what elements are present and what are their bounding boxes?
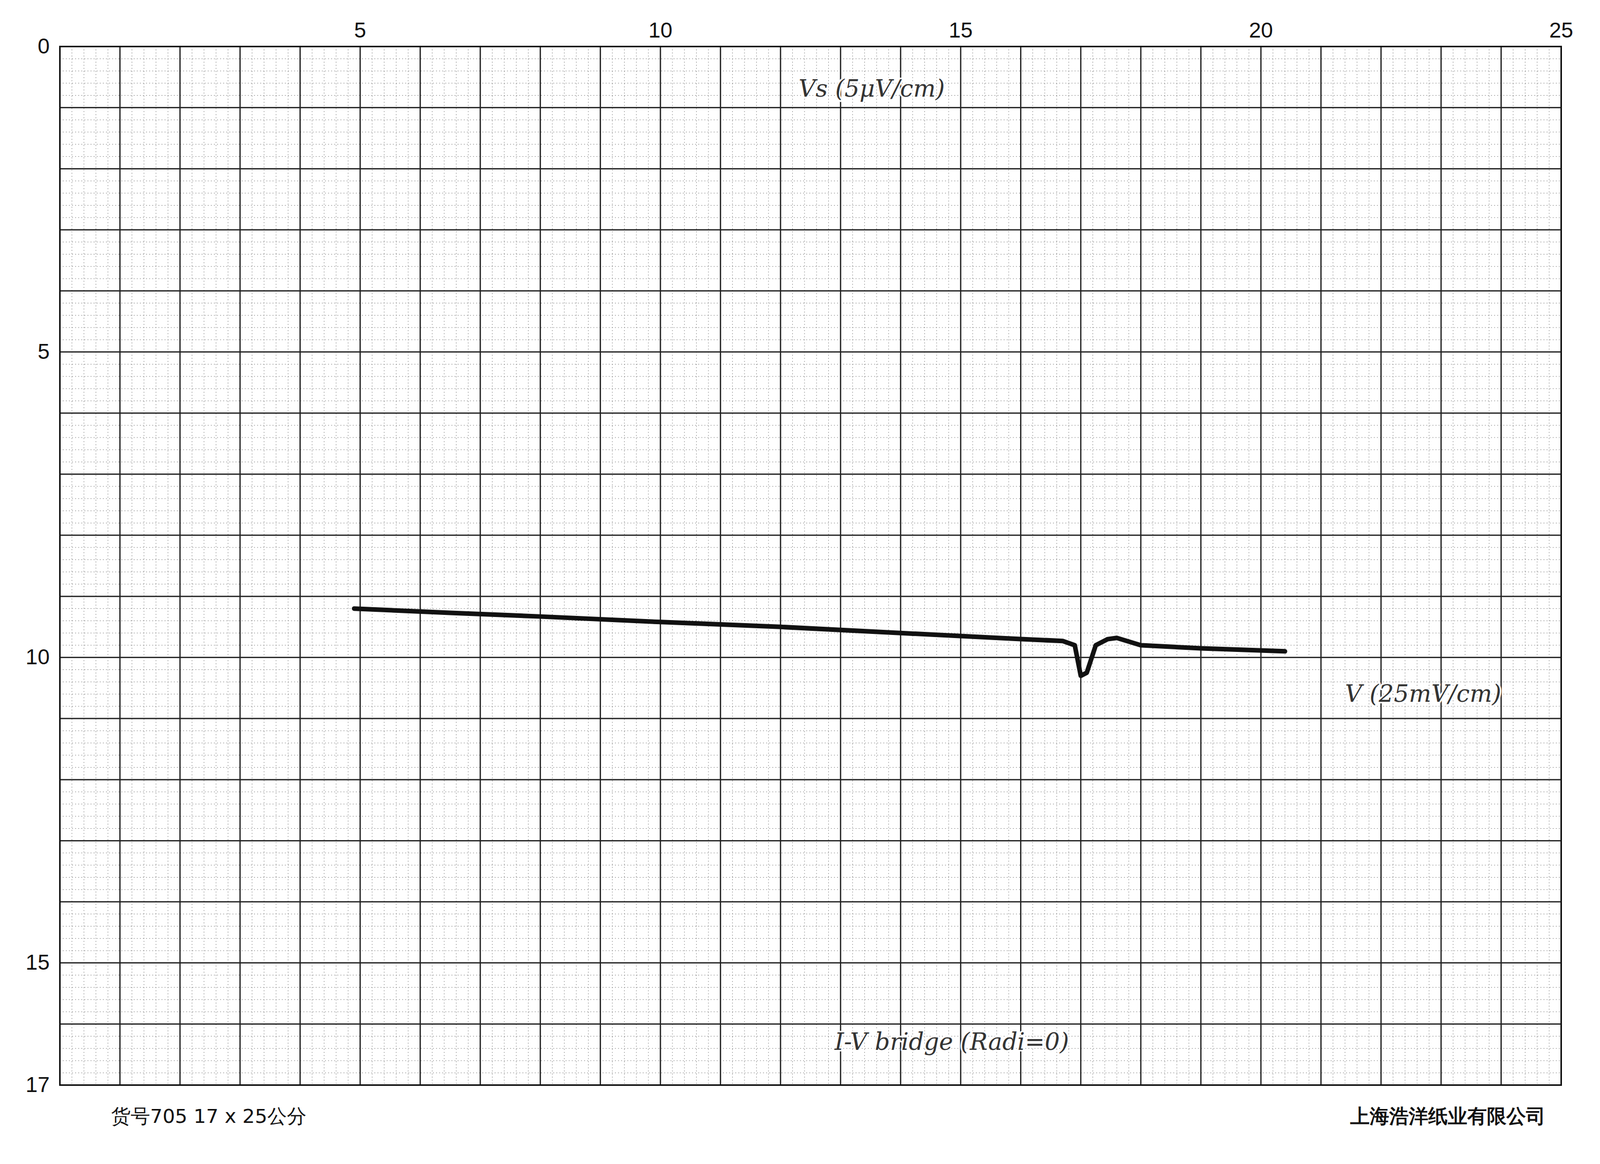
html-text:上海浩洋纸业有限公司: 上海浩洋纸业有限公司 bbox=[1350, 1104, 1546, 1128]
svg-text:5: 5 bbox=[354, 17, 367, 43]
svg-text:25: 25 bbox=[1549, 17, 1574, 43]
svg-text:V (25mV/cm): V (25mV/cm) bbox=[1344, 679, 1502, 708]
svg-text:10: 10 bbox=[25, 644, 50, 669]
svg-text:15: 15 bbox=[948, 17, 973, 43]
html-text:货号705 17 x 25公分: 货号705 17 x 25公分 bbox=[111, 1104, 307, 1128]
svg-text:20: 20 bbox=[1248, 17, 1274, 43]
svg-text:17: 17 bbox=[25, 1072, 50, 1097]
svg-text:5: 5 bbox=[37, 339, 50, 364]
svg-text:10: 10 bbox=[648, 17, 673, 43]
svg-text:0: 0 bbox=[37, 33, 50, 59]
svg-text:I-V bridge (Radi=0): I-V bridge (Radi=0) bbox=[833, 1027, 1069, 1056]
svg-text:15: 15 bbox=[25, 950, 50, 975]
svg-text:Vs (5μV/cm): Vs (5μV/cm) bbox=[798, 74, 945, 103]
